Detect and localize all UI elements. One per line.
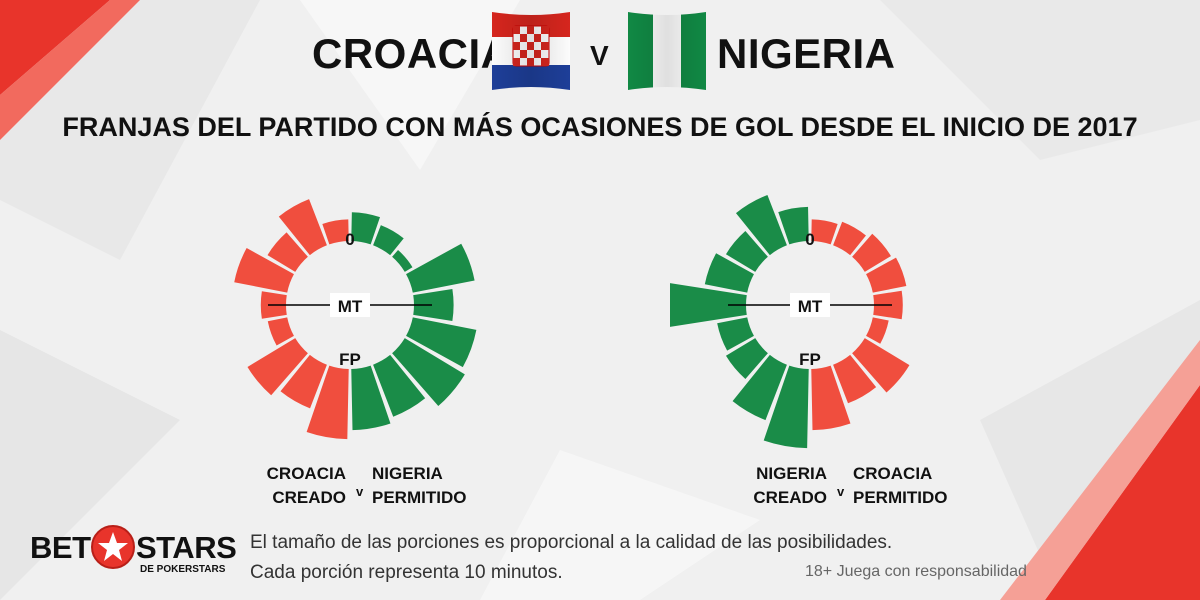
caption-left-team: CROACIA	[266, 464, 346, 483]
radial-bar-right-60-70	[392, 338, 465, 407]
radial-chart-nigeria-created: 0 MT FP	[670, 194, 910, 449]
team-right-name: NIGERIA	[717, 30, 896, 77]
radial-bar-right-40-50	[413, 289, 454, 321]
radial-bar-left-60-70	[725, 338, 768, 379]
radial-bar-left-40-50	[670, 283, 747, 327]
radial-bar-left-30-40	[704, 253, 754, 293]
radial-bar-left-20-30	[725, 231, 768, 272]
caption-left-type: CREADO	[753, 488, 827, 507]
radial-bar-left-50-60	[717, 317, 754, 351]
radial-chart-croacia-created: 0 MT FP	[234, 199, 477, 440]
versus-label: V	[590, 40, 609, 71]
radial-bar-right-50-60	[406, 317, 477, 368]
half-time-label-bg	[330, 293, 370, 317]
radial-bar-right-60-70	[852, 338, 910, 393]
label-start: 0	[345, 230, 354, 249]
radial-bar-right-30-40	[406, 243, 475, 293]
radial-bar-left-10-20	[278, 199, 327, 256]
radial-bar-right-0-10	[811, 219, 838, 245]
radial-bar-right-10-20	[833, 221, 866, 256]
radial-bar-right-50-60	[866, 317, 889, 344]
radial-bar-left-20-30	[267, 232, 308, 272]
radial-bar-left-30-40	[234, 248, 294, 293]
radial-bar-left-70-80	[732, 354, 787, 421]
caption-right-type: PERMITIDO	[853, 488, 948, 507]
nigeria-flag-icon	[628, 12, 706, 90]
radial-bar-left-0-10	[322, 219, 349, 245]
radial-bar-right-10-20	[373, 225, 404, 256]
radial-bar-left-60-70	[247, 338, 308, 396]
radial-bar-right-80-90	[351, 365, 391, 431]
chart-subtitle: FRANJAS DEL PARTIDO CON MÁS OCASIONES DE…	[62, 112, 1138, 142]
radial-bar-left-70-80	[280, 354, 327, 409]
radial-bar-right-20-30	[852, 233, 891, 272]
label-full-time: FP	[799, 350, 821, 369]
label-start: 0	[805, 230, 814, 249]
radial-bar-right-80-90	[811, 365, 851, 431]
logo-subtitle: DE POKERSTARS	[140, 564, 226, 575]
caption-left-type: CREADO	[272, 488, 346, 507]
caption-vs: v	[356, 484, 364, 499]
team-left-name: CROACIA	[312, 30, 512, 77]
responsible-gambling-notice: 18+ Juega con responsabilidad	[805, 563, 1027, 580]
footnote-size-explanation: El tamaño de las porciones es proporcion…	[250, 532, 893, 553]
radial-bar-right-20-30	[392, 250, 413, 272]
caption-right-team: CROACIA	[853, 464, 933, 483]
caption-right-team: NIGERIA	[372, 464, 443, 483]
caption-vs: v	[837, 484, 845, 499]
radial-bar-left-80-90	[763, 365, 809, 449]
half-time-label-bg	[790, 293, 830, 317]
caption-right-type: PERMITIDO	[372, 488, 467, 507]
radial-bar-right-0-10	[351, 212, 380, 245]
radial-bar-left-10-20	[735, 194, 787, 256]
logo-word-bet: BET	[30, 530, 91, 565]
radial-bar-right-30-40	[866, 257, 907, 293]
croatia-flag-icon	[492, 12, 570, 90]
radial-bar-left-50-60	[267, 317, 294, 346]
radial-bar-right-70-80	[833, 354, 877, 404]
logo-word-stars: STARS	[136, 530, 237, 565]
label-full-time: FP	[339, 350, 361, 369]
radial-bar-left-80-90	[306, 365, 349, 440]
label-half-time: MT	[338, 297, 363, 316]
betstars-logo: BET STARS DE POKERSTARS	[30, 524, 240, 584]
footnote-segment-duration: Cada porción representa 10 minutos.	[250, 562, 563, 583]
radial-bar-left-0-10	[778, 206, 809, 245]
caption-left-team: NIGERIA	[756, 464, 827, 483]
star-logo-icon	[91, 525, 135, 569]
label-half-time: MT	[798, 297, 823, 316]
radial-bar-right-70-80	[373, 354, 426, 417]
